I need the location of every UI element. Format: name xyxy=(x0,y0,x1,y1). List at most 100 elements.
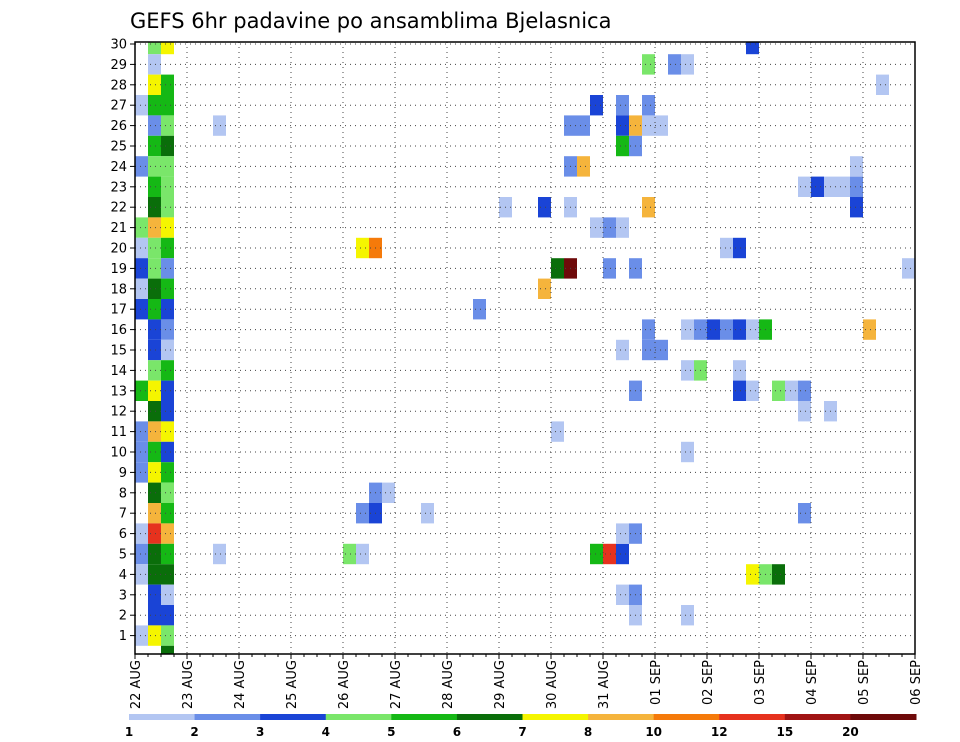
heatmap-cell xyxy=(148,95,161,116)
heatmap-cell xyxy=(577,156,590,177)
heatmap-cell xyxy=(161,176,174,197)
heatmap-cell xyxy=(148,115,161,136)
heatmap-cell xyxy=(148,176,161,197)
y-tick-label: 21 xyxy=(110,221,127,236)
colorbar-swatch xyxy=(522,714,589,720)
heatmap-cell xyxy=(148,74,161,95)
heatmap-cell xyxy=(148,237,161,259)
heatmap-cell xyxy=(148,339,161,361)
x-tick-label: 22 AUG xyxy=(129,660,144,709)
y-tick-label: 17 xyxy=(110,303,127,318)
y-tick-label: 11 xyxy=(110,425,127,440)
heatmap-cell xyxy=(798,503,811,524)
heatmap-cell xyxy=(603,543,616,565)
y-tick-label: 22 xyxy=(110,201,127,216)
heatmap-cell xyxy=(161,482,174,503)
x-tick-label: 31 AUG xyxy=(597,660,612,709)
colorbar-swatch xyxy=(129,714,196,720)
heatmap-cell xyxy=(798,401,811,422)
heatmap-cell xyxy=(135,625,148,646)
y-tick-label: 10 xyxy=(110,446,127,461)
heatmap-cell xyxy=(148,299,161,320)
heatmap-cell xyxy=(811,176,824,197)
heatmap-cell xyxy=(746,564,759,585)
heatmap-cell xyxy=(148,605,161,626)
x-tick-label: 03 SEP xyxy=(753,660,768,705)
colorbar-label: 5 xyxy=(387,725,395,739)
heatmap-cell xyxy=(603,217,616,238)
colorbar-swatch xyxy=(260,714,327,720)
heatmap-cell xyxy=(720,319,733,340)
heatmap-cell xyxy=(148,380,161,401)
heatmap-cell xyxy=(161,605,174,626)
heatmap-cell xyxy=(642,319,655,340)
heatmap-cell xyxy=(161,135,174,157)
heatmap-cell xyxy=(161,462,174,483)
y-tick-label: 8 xyxy=(119,486,127,501)
heatmap-cell xyxy=(356,237,369,259)
colorbar-swatch xyxy=(391,714,458,720)
colorbar: 1 2 3 4 5 6 7 8 10 12 15 20 xyxy=(125,714,917,739)
y-tick-label: 20 xyxy=(110,242,127,257)
heatmap-cell xyxy=(473,299,486,320)
heatmap-cell xyxy=(135,380,148,401)
x-tick-label: 05 SEP xyxy=(857,660,872,705)
heatmap-cell xyxy=(148,543,161,565)
colorbar-label: 8 xyxy=(584,725,592,739)
heatmap-cell xyxy=(421,503,434,524)
y-tick-label: 27 xyxy=(110,99,127,114)
heatmap-cell xyxy=(551,258,564,279)
colorbar-swatch xyxy=(653,714,720,720)
colorbar-label: 6 xyxy=(453,725,461,739)
y-tick-label: 28 xyxy=(110,78,127,93)
heatmap-cell xyxy=(161,95,174,116)
heatmap-cell xyxy=(616,339,629,361)
heatmap-cell xyxy=(135,299,148,320)
y-tick-label: 29 xyxy=(110,58,127,73)
x-tick-label: 04 SEP xyxy=(805,660,820,705)
heatmap-cell xyxy=(148,482,161,503)
x-tick-label: 29 AUG xyxy=(493,660,508,709)
heatmap-cell xyxy=(161,584,174,605)
heatmap-cell xyxy=(681,319,694,340)
colorbar-swatch xyxy=(850,714,917,720)
chart-title: GEFS 6hr padavine po ansamblima Bjelasni… xyxy=(130,9,611,33)
heatmap-cells xyxy=(135,42,915,654)
colorbar-label: 15 xyxy=(776,725,793,739)
heatmap-cell xyxy=(798,380,811,401)
x-tick-label: 25 AUG xyxy=(285,660,300,709)
heatmap-cell xyxy=(148,584,161,605)
heatmap-cell xyxy=(148,503,161,524)
heatmap-cell xyxy=(148,258,161,279)
heatmap-cell xyxy=(148,42,161,55)
heatmap-cell xyxy=(707,319,720,340)
heatmap-cell xyxy=(148,319,161,340)
heatmap-cell xyxy=(746,380,759,401)
heatmap-cell xyxy=(148,441,161,463)
heatmap-cell xyxy=(161,339,174,361)
heatmap-cell xyxy=(161,258,174,279)
heatmap-cell xyxy=(161,217,174,238)
heatmap-cell xyxy=(850,156,863,177)
x-tick-label: 02 SEP xyxy=(701,660,716,705)
x-tick-label: 30 AUG xyxy=(545,660,560,709)
heatmap-cell xyxy=(161,74,174,95)
colorbar-swatch xyxy=(325,714,392,720)
y-tick-label: 25 xyxy=(110,140,127,155)
colorbar-swatch xyxy=(194,714,261,720)
y-tick-label: 1 xyxy=(119,629,127,644)
heatmap-cell xyxy=(148,197,161,218)
heatmap-cell xyxy=(161,237,174,259)
y-tick-label: 6 xyxy=(119,527,127,542)
heatmap-cell xyxy=(148,523,161,544)
y-tick-label: 4 xyxy=(119,568,127,583)
x-tick-label: 24 AUG xyxy=(233,660,248,709)
y-tick-label: 2 xyxy=(119,609,127,624)
heatmap-cell xyxy=(356,543,369,565)
heatmap-cell xyxy=(616,95,629,116)
heatmap-cell xyxy=(161,115,174,136)
y-tick-label: 12 xyxy=(110,405,127,420)
heatmap-cell xyxy=(681,360,694,381)
heatmap-cell xyxy=(148,401,161,422)
heatmap-cell xyxy=(161,441,174,463)
